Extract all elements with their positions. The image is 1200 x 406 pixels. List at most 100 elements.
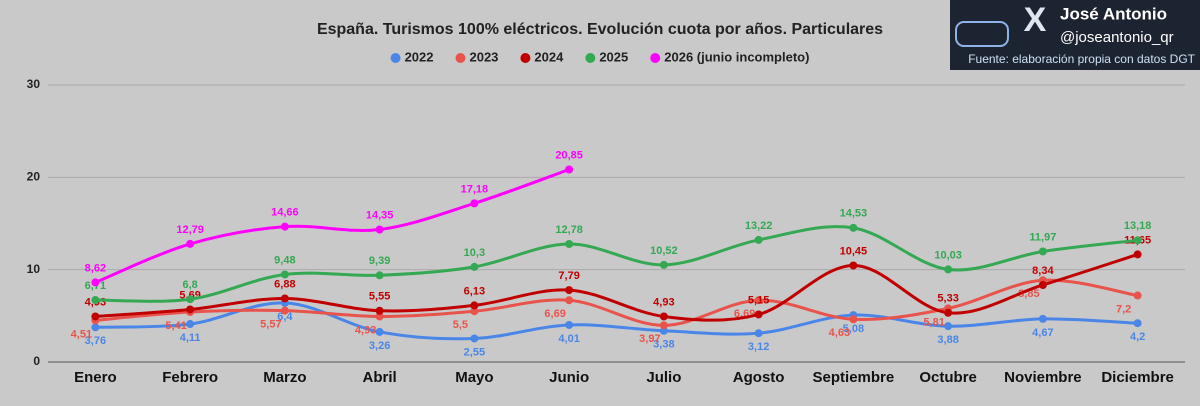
data-point [470,199,479,208]
x-tick-label: Diciembre [1101,369,1174,386]
data-point [186,295,195,304]
data-label: 4,93 [653,296,674,308]
data-label: 5,33 [937,293,958,305]
data-label: 3,88 [937,334,958,346]
legend-marker [650,53,661,63]
data-label: 4,63 [829,327,850,339]
data-label: 4,51 [71,328,92,340]
car-icon [955,21,1009,47]
data-label: 9,39 [369,255,390,267]
data-point [186,320,195,329]
branding: X José Antonio @joseantonio_qr Fuente: e… [950,0,1200,70]
data-label: 5,55 [369,291,390,303]
data-point [1038,314,1047,323]
x-tick-label: Agosto [733,369,785,386]
series-line [95,225,1138,303]
data-point [1133,236,1142,245]
data-point [470,307,479,316]
data-label: 6,88 [274,278,295,290]
data-point [1133,250,1142,259]
x-tick-label: Mayo [455,369,493,386]
data-label: 11,97 [1029,231,1056,243]
legend-marker [455,53,466,63]
data-label: 3,38 [653,339,674,351]
data-point [849,223,858,232]
legend-label: 2023 [469,49,498,64]
data-label: 6,13 [464,285,485,297]
data-point [1038,280,1047,289]
data-point [470,334,479,343]
series-line [94,168,570,284]
data-label: 5,41 [165,320,186,332]
x-tick-label: Enero [74,369,117,386]
data-point [944,322,953,331]
series-line [95,301,1138,341]
brand-source: Fuente: elaboración propia con datos DGT [968,52,1195,66]
x-tick-label: Octubre [919,369,977,386]
data-point [280,222,289,231]
data-point [375,306,384,315]
data-point [470,301,479,310]
legend-marker [520,53,531,63]
data-label: 6,8 [182,279,197,291]
legend: 2022 2023 2024 2025 2026 (junio incompleto) [390,49,809,64]
y-tick-label: 10 [27,262,41,276]
data-point [849,315,858,324]
data-label: 4,01 [558,333,579,345]
data-label: 4,67 [1032,327,1053,339]
data-label: 14,66 [271,207,299,219]
data-label: 6,69 [544,308,565,320]
data-label: 4,11 [180,332,201,344]
data-label: 12,78 [555,224,583,236]
data-label: 9,48 [274,254,295,266]
data-label: 13,22 [745,220,773,232]
legend-label: 2024 [534,49,564,64]
data-point [91,312,100,321]
data-point [565,165,574,174]
data-point [565,286,574,295]
data-point [375,271,384,280]
data-point [1038,247,1047,256]
data-point [849,261,858,270]
data-point [280,270,289,279]
legend-marker [585,53,596,63]
legend-label: 2025 [599,49,628,64]
x-tick-label: Julio [646,369,681,386]
data-point [659,260,668,269]
data-point [754,329,763,338]
data-label: 10,03 [934,249,962,261]
y-tick-label: 30 [27,77,41,91]
brand-box [950,0,1200,70]
data-label: 10,3 [464,247,485,259]
brand-handle: @joseantonio_qr [1060,29,1174,46]
data-point [944,265,953,274]
x-tick-label: Junio [549,369,589,386]
data-label: 13,18 [1124,220,1152,232]
data-point [565,320,574,329]
data-point [186,239,195,248]
data-point [375,327,384,336]
x-tick-label: Marzo [263,369,306,386]
data-point [565,239,574,248]
data-label: 10,52 [650,245,678,257]
data-label: 3,76 [85,335,106,347]
y-tick-label: 20 [27,170,41,184]
data-label: 4,93 [355,324,376,336]
series-line [95,278,1138,327]
legend-marker [390,53,401,63]
data-label: 14,35 [366,209,394,221]
data-label: 7,2 [1116,303,1131,315]
data-label: 7,79 [558,270,579,282]
data-point [470,262,479,271]
data-label: 17,18 [461,183,489,195]
data-point [565,296,574,305]
data-label: 3,12 [748,341,769,353]
chart-title: España. Turismos 100% eléctricos. Evoluc… [317,21,883,38]
brand-name: José Antonio [1060,4,1167,23]
data-label: 2,55 [464,346,485,358]
data-label: 5,5 [453,319,468,331]
data-label: 6,4 [277,311,293,323]
data-point [375,225,384,234]
data-point [1133,319,1142,328]
data-point [91,278,100,287]
